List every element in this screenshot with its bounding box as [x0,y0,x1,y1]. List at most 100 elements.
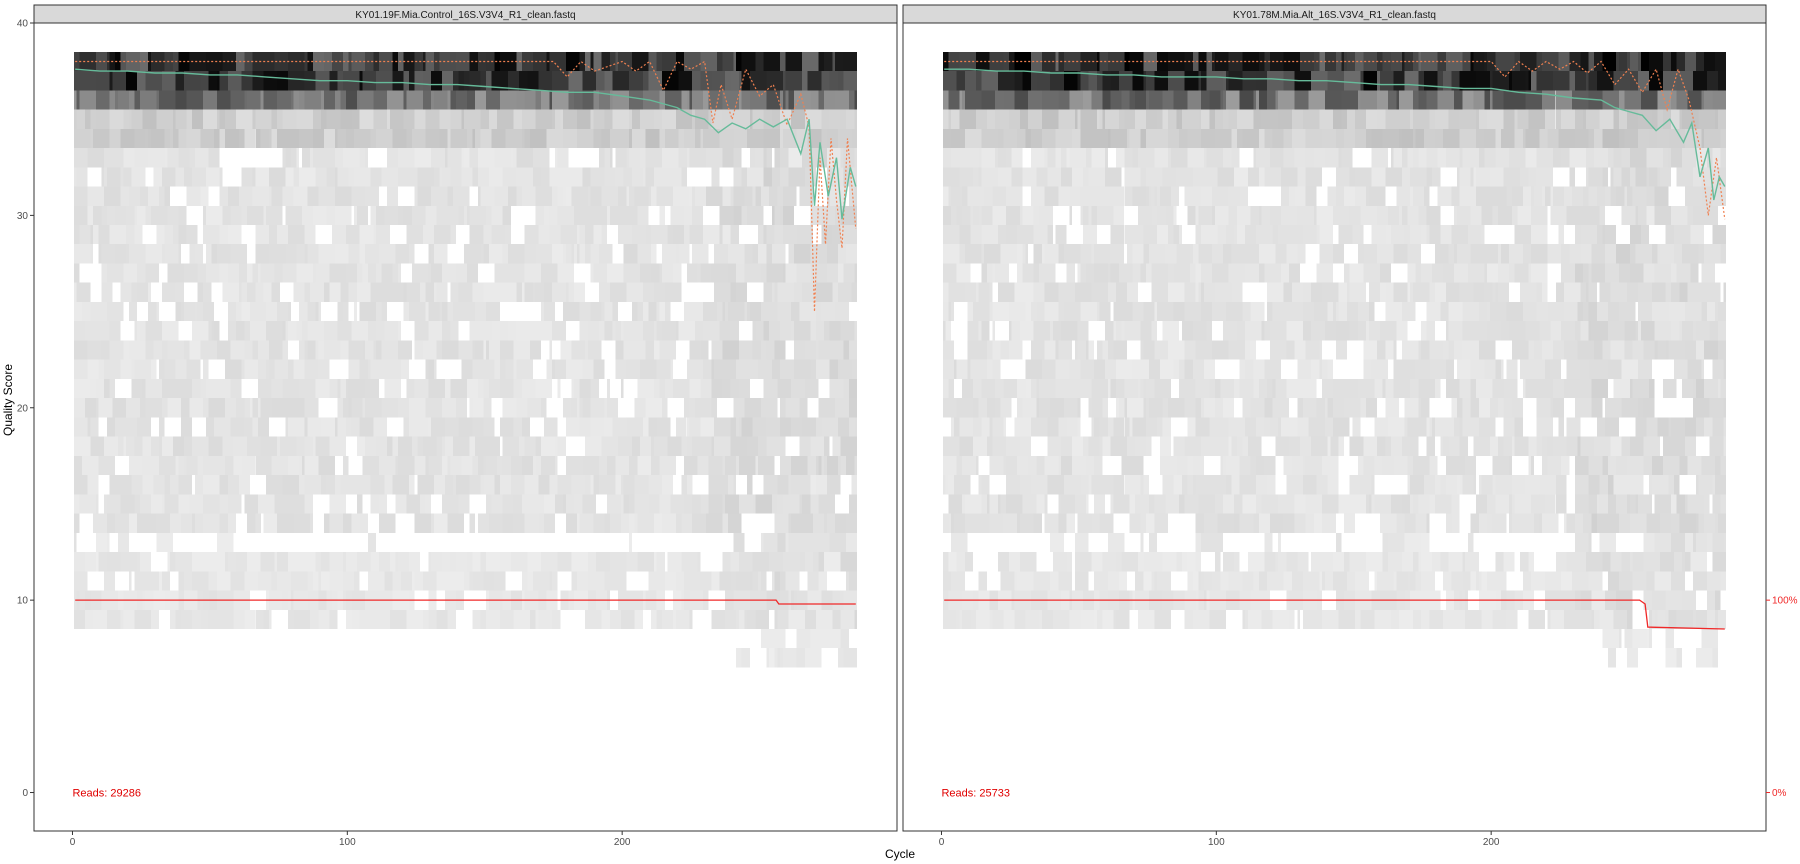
heatmap-cell [524,90,536,110]
heatmap-cell [472,571,484,591]
heatmap-cell [1602,225,1606,245]
heatmap-cell [1072,167,1084,187]
heatmap-cell [101,282,113,302]
heatmap-cell [1047,417,1059,437]
heatmap-cell [343,513,352,533]
heatmap-cell [1682,321,1694,341]
heatmap-cell [1569,51,1573,72]
heatmap-cell [1187,205,1196,225]
heatmap-cell [722,494,726,514]
heatmap-cell [942,340,954,360]
heatmap-cell [1379,263,1391,283]
heatmap-cell [1294,148,1306,168]
heatmap-cell [978,571,987,591]
heatmap-cell [1050,398,1064,418]
heatmap-cell [1459,417,1463,437]
heatmap-cell [403,282,407,302]
heatmap-cell [747,205,764,225]
heatmap-cell [959,609,963,629]
heatmap-cell [1355,609,1361,629]
heatmap-cell [1401,494,1411,514]
heatmap-cell [205,417,215,437]
heatmap-cell [1723,532,1727,553]
heatmap-cell [453,475,456,495]
heatmap-cell [502,513,514,533]
heatmap-cell [997,494,1001,514]
heatmap-cell [1635,321,1639,341]
heatmap-cell [582,494,597,514]
heatmap-cell [1039,609,1042,629]
heatmap-cell [1236,225,1246,245]
heatmap-cell [516,90,525,110]
heatmap-cell [134,359,151,379]
heatmap-cell [104,359,121,379]
heatmap-cell [1646,167,1650,187]
heatmap-cell [164,148,168,168]
heatmap-cell [1627,648,1639,668]
heatmap-cell [1091,244,1095,264]
heatmap-cell [1044,186,1059,206]
heatmap-cell [1577,301,1584,322]
heatmap-cell [1066,148,1070,168]
heatmap-cell [1214,128,1232,149]
heatmap-cell [499,378,514,399]
heatmap-cell [329,378,335,399]
heatmap-cell [73,148,88,168]
heatmap-cell [1344,71,1361,91]
heatmap-cell [1377,436,1386,456]
heatmap-cell [321,90,324,110]
heatmap-cell [334,90,341,110]
heatmap-cell [953,417,960,437]
heatmap-cell [120,552,138,572]
heatmap-cell [183,301,195,322]
heatmap-cell [318,359,330,379]
heatmap-cell [1412,282,1430,302]
heatmap-cell [1044,282,1048,302]
heatmap-cell [400,359,410,379]
heatmap-cell [1198,205,1213,225]
heatmap-cell [1536,51,1543,72]
heatmap-cell [183,436,193,456]
heatmap-cell [1228,71,1243,91]
heatmap-cell [620,513,630,533]
heatmap-cell [1506,301,1523,322]
heatmap-cell [304,282,311,302]
heatmap-cell [236,552,247,572]
heatmap-cell [604,398,608,418]
heatmap-cell [1574,71,1586,91]
heatmap-cell [425,398,443,418]
heatmap-cell [1410,282,1413,302]
heatmap-cell [620,205,638,225]
heatmap-cell [307,186,319,206]
heatmap-cell [203,455,209,476]
heatmap-cell [1289,301,1303,322]
heatmap-cell [76,109,85,129]
heatmap-cell [631,167,643,187]
heatmap-cell [1311,436,1328,456]
heatmap-cell [1594,340,1603,360]
heatmap-cell [1613,378,1630,399]
heatmap-cell [637,301,643,322]
heatmap-cell [337,378,341,399]
heatmap-cell [719,225,723,245]
heatmap-cell [1509,513,1512,533]
heatmap-cell [1168,225,1174,245]
heatmap-cell [1591,321,1608,341]
heatmap-cell [307,340,316,360]
heatmap-cell [1379,513,1397,533]
heatmap-cell [1407,205,1419,225]
heatmap-cell [837,455,841,476]
heatmap-cell [590,186,602,206]
heatmap-cell [247,436,261,456]
heatmap-cell [1091,128,1103,149]
heatmap-cell [104,436,118,456]
heatmap-cell [1506,186,1512,206]
heatmap-cell [225,552,228,572]
heatmap-cell [315,609,319,629]
heatmap-cell [263,609,269,629]
heatmap-cell [981,71,998,91]
heatmap-cell [1481,205,1493,225]
heatmap-cell [793,590,797,610]
heatmap-cell [1041,109,1059,129]
heatmap-cell [1456,244,1471,264]
